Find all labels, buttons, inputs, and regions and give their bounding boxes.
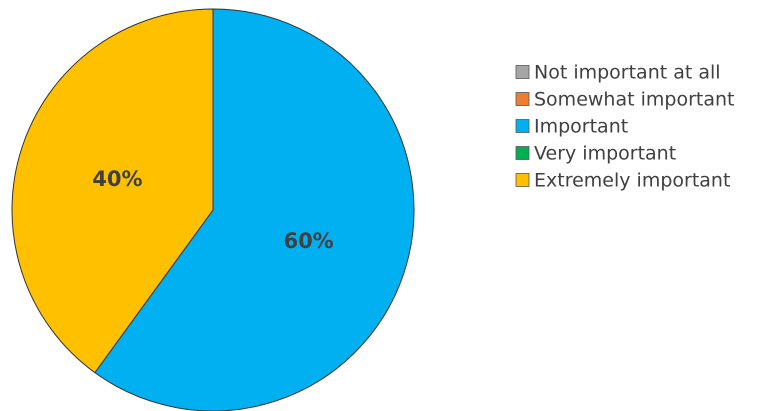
- legend: Not important at all Somewhat important Im…: [515, 62, 734, 192]
- legend-swatch-somewhat-important: [515, 92, 530, 106]
- data-label-important: 60%: [283, 229, 333, 253]
- pie-slice-extremely-important: [11, 8, 214, 374]
- legend-swatch-not-important-at-all: [515, 65, 530, 79]
- legend-label-very-important: Very important: [534, 143, 676, 165]
- legend-label-not-important-at-all: Not important at all: [534, 62, 721, 84]
- pie-slice-important: [94, 8, 415, 411]
- legend-label-somewhat-important: Somewhat important: [534, 89, 734, 111]
- pie-slices: [11, 8, 415, 411]
- legend-swatch-very-important: [515, 146, 530, 160]
- legend-label-extremely-important: Extremely important: [534, 170, 730, 192]
- legend-swatch-extremely-important: [515, 173, 530, 187]
- legend-swatch-important: [515, 119, 530, 133]
- pie-data-labels: 60% 40%: [92, 167, 333, 253]
- legend-label-important: Important: [534, 116, 628, 138]
- data-label-extremely-important: 40%: [92, 167, 142, 191]
